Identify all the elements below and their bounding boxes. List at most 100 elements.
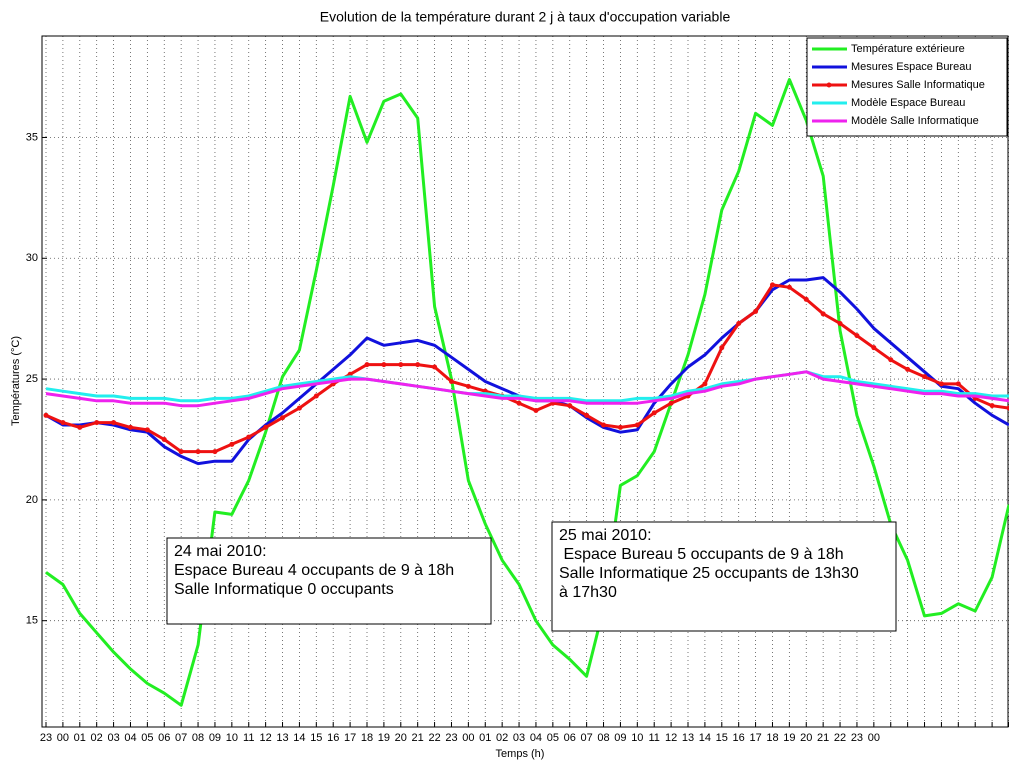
x-tick-label: 07 [581,732,593,744]
annotation-box [166,537,492,625]
x-tick-label: 22 [428,732,440,744]
x-tick-label: 14 [293,732,305,744]
series-marker [296,405,302,411]
series-marker [786,284,792,290]
x-tick-label: 00 [57,732,69,744]
series-marker [313,393,319,399]
series-marker [280,415,286,421]
series-marker [195,449,201,455]
series-marker [820,311,826,317]
y-axis-label: Températures (°C) [10,336,22,426]
series-marker [634,422,640,428]
x-tick-label: 16 [733,732,745,744]
series-marker [601,422,607,428]
series-marker [94,420,100,426]
series-marker [955,381,961,387]
series-marker [77,424,83,430]
series-marker [398,362,404,368]
series-marker [719,345,725,351]
x-tick-label: 23 [445,732,457,744]
legend-marker [826,82,832,88]
x-tick-label: 11 [243,732,254,744]
x-tick-label: 09 [209,732,221,744]
legend-label: Modèle Espace Bureau [851,97,965,109]
y-tick-label: 15 [26,615,38,627]
legend-label: Température extérieure [851,43,965,55]
annotation-text: 25 mai 2010: [559,527,652,544]
x-tick-label: 00 [462,732,474,744]
series-marker [415,362,421,368]
x-tick-label: 22 [834,732,846,744]
annotation-box [551,521,897,632]
x-tick-label: 00 [868,732,880,744]
y-tick-label: 35 [26,131,38,143]
x-tick-label: 09 [614,732,626,744]
x-axis-label: Temps (h) [496,748,545,760]
series-marker [922,374,928,380]
x-tick-label: 08 [597,732,609,744]
legend-label: Mesures Salle Informatique [851,79,985,91]
x-tick-label: 17 [749,732,761,744]
x-tick-label: 10 [226,732,238,744]
x-tick-label: 23 [40,732,52,744]
x-tick-label: 01 [74,732,86,744]
series-marker [668,400,674,406]
annotation-text: Salle Informatique 0 occupants [174,581,394,598]
series-marker [736,321,742,327]
legend-label: Mesures Espace Bureau [851,61,971,73]
series-marker [533,407,539,413]
x-tick-label: 06 [158,732,170,744]
annotation-text: Espace Bureau 4 occupants de 9 à 18h [174,562,454,579]
series-marker [60,420,66,426]
series-marker [516,400,522,406]
x-tick-label: 15 [716,732,728,744]
x-tick-label: 04 [530,732,542,744]
series-marker [127,424,133,430]
series-marker [753,308,759,314]
series-marker [938,381,944,387]
series-marker [803,296,809,302]
series-marker [1006,405,1009,411]
x-tick-label: 13 [682,732,694,744]
x-tick-label: 04 [124,732,136,744]
annotation-text: 24 mai 2010: [174,543,267,560]
x-tick-label: 19 [378,732,390,744]
series-marker [651,410,657,416]
x-tick-label: 18 [361,732,373,744]
x-tick-label: 05 [141,732,153,744]
x-tick-label: 16 [327,732,339,744]
x-tick-label: 07 [175,732,187,744]
series-marker [263,424,269,430]
x-tick-label: 03 [513,732,525,744]
series-marker [212,449,218,455]
x-tick-label: 05 [547,732,559,744]
x-tick-label: 02 [496,732,508,744]
series-marker [905,366,911,372]
x-tick-label: 11 [648,732,659,744]
x-tick-label: 08 [192,732,204,744]
plot-frame [41,35,1009,728]
y-tick-label: 25 [26,373,38,385]
annotation-text: à 17h30 [559,584,617,601]
series-marker [144,427,150,433]
series-marker [161,436,167,442]
series-marker [448,379,454,384]
series-marker [465,383,471,389]
series-line [45,370,1009,403]
series-marker [584,412,590,418]
series-marker [229,441,235,447]
x-tick-label: 20 [395,732,407,744]
x-tick-label: 01 [479,732,491,744]
x-tick-label: 10 [631,732,643,744]
series-line [45,283,1009,454]
y-tick-label: 30 [26,252,38,264]
series-line [45,370,1009,408]
x-tick-label: 18 [766,732,778,744]
series-marker [888,357,894,363]
y-tick-label: 20 [26,494,38,506]
annotation-text: Salle Informatique 25 occupants de 13h30 [559,565,859,582]
series-marker [246,434,252,440]
annotation-text: Espace Bureau 5 occupants de 9 à 18h [559,546,844,563]
series-marker [871,345,877,351]
